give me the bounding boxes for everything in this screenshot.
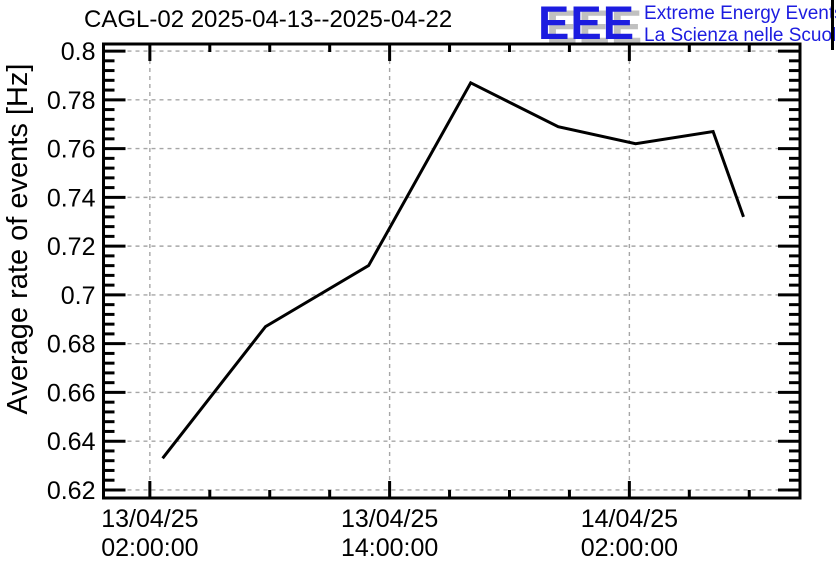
y-tick-label: 0.62 [47,477,96,505]
eee-logo-text: Extreme Energy Events La Scienza nelle S… [644,2,836,47]
y-tick-label: 0.72 [47,233,96,261]
eee-logo-acronym: EEE [538,0,636,49]
y-tick-label: 0.68 [47,331,96,359]
plot-frame [102,42,802,500]
eee-logo-line1: Extreme Energy Events [644,3,836,24]
chart-title: CAGL-02 2025-04-13--2025-04-22 [84,6,453,33]
y-tick-label: 0.7 [61,282,96,310]
x-tick-label-date: 13/04/25 [341,505,438,533]
x-tick-label-date: 14/04/25 [581,505,678,533]
x-tick-label-time: 14:00:00 [341,534,438,562]
y-tick-label: 0.78 [47,87,96,115]
y-tick-label: 0.66 [47,379,96,407]
eee-logo-line2: La Scienza nelle Scuole [644,25,836,46]
x-tick-label-date: 13/04/25 [101,505,198,533]
x-tick-label-time: 02:00:00 [101,534,198,562]
y-tick-label: 0.8 [61,38,96,66]
logo-right-border [831,0,834,50]
y-tick-label: 0.64 [47,428,96,456]
x-tick-label-time: 02:00:00 [581,534,678,562]
eee-logo: EEE Extreme Energy Events La Scienza nel… [538,0,836,49]
y-tick-label: 0.76 [47,136,96,164]
y-tick-label: 0.74 [47,184,96,212]
data-line [161,80,745,460]
